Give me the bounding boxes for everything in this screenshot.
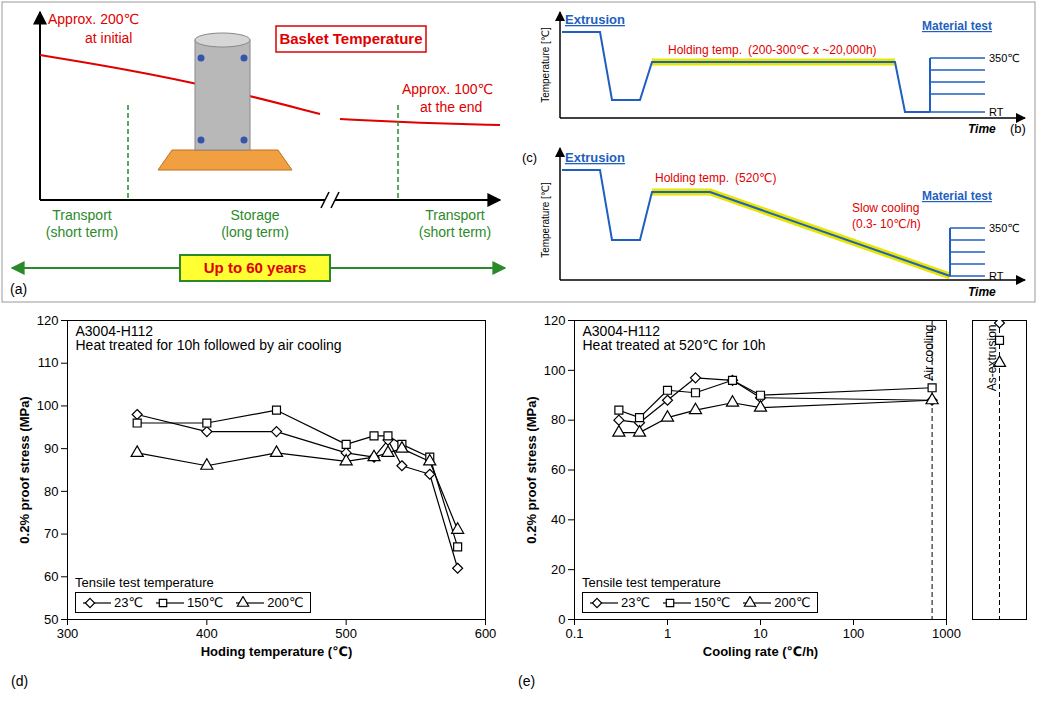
svg-text:RT: RT [989, 270, 1004, 282]
html-text:Tensile test temperature: Tensile test temperature [582, 575, 721, 590]
svg-text:40: 40 [551, 512, 565, 527]
svg-text:80: 80 [551, 412, 565, 427]
svg-text:(long term): (long term) [221, 224, 289, 240]
svg-text:70: 70 [44, 526, 58, 541]
svg-text:(520℃): (520℃) [735, 171, 777, 185]
svg-text:1000: 1000 [932, 626, 961, 641]
svg-text:Extrusion: Extrusion [565, 150, 625, 165]
svg-text:(0.3- 10℃/h): (0.3- 10℃/h) [852, 217, 921, 231]
svg-text:As-extrusion: As-extrusion [985, 325, 999, 392]
svg-text:Up to 60 years: Up to 60 years [204, 259, 307, 276]
svg-text:60: 60 [44, 569, 58, 584]
svg-text:Material test: Material test [922, 19, 992, 33]
svg-text:(short term): (short term) [46, 224, 118, 240]
svg-text:Time: Time [968, 122, 996, 136]
svg-text:Cooling rate (℃/h): Cooling rate (℃/h) [703, 644, 818, 659]
svg-text:110: 110 [38, 355, 59, 370]
html-text:200℃: 200℃ [774, 595, 811, 610]
svg-text:A3004-H112Heat treated for 10h: A3004-H112Heat treated for 10h followed … [76, 323, 342, 353]
svg-text:Approx. 200℃: Approx. 200℃ [48, 11, 139, 27]
svg-text:Hoding temperature (℃): Hoding temperature (℃) [201, 644, 353, 659]
svg-text:80: 80 [44, 484, 58, 499]
html-text:200℃: 200℃ [267, 595, 304, 610]
html-text:150℃: 150℃ [694, 595, 731, 610]
svg-text:A3004-H112Heat treated at 520℃: A3004-H112Heat treated at 520℃ for 10h [583, 323, 766, 353]
svg-text:100: 100 [37, 398, 59, 413]
svg-text:400: 400 [196, 626, 218, 641]
svg-text:350℃: 350℃ [989, 52, 1020, 64]
svg-text:100: 100 [544, 362, 566, 377]
svg-text:20: 20 [551, 562, 565, 577]
svg-text:Slow cooling: Slow cooling [852, 201, 919, 215]
svg-text:Basket Temperature: Basket Temperature [279, 30, 422, 47]
svg-text:0: 0 [558, 612, 565, 627]
html-text:Tensile test temperature: Tensile test temperature [75, 575, 214, 590]
svg-text:Air cooling: Air cooling [922, 325, 936, 381]
svg-text:Transport: Transport [425, 207, 485, 223]
svg-text:Time: Time [968, 285, 996, 299]
svg-text:50: 50 [44, 612, 58, 627]
svg-text:120: 120 [37, 313, 59, 328]
svg-text:at initial: at initial [85, 30, 132, 46]
svg-text:(c): (c) [522, 150, 537, 165]
svg-text:Transport: Transport [52, 207, 112, 223]
svg-text:0.1: 0.1 [565, 626, 583, 641]
svg-text:Holding temp.: Holding temp. [655, 171, 729, 185]
svg-text:(a): (a) [10, 281, 27, 297]
html-text:23℃: 23℃ [114, 595, 144, 610]
svg-text:600: 600 [475, 626, 497, 641]
svg-text:Holding temp.: Holding temp. [668, 43, 742, 57]
svg-text:RT: RT [989, 106, 1004, 118]
svg-text:300: 300 [57, 626, 79, 641]
svg-text:Extrusion: Extrusion [565, 12, 625, 27]
svg-text:(b): (b) [1010, 121, 1026, 136]
html-text:23℃: 23℃ [621, 595, 651, 610]
svg-text:(200-300℃ x ~20,000h): (200-300℃ x ~20,000h) [748, 43, 877, 57]
svg-text:100: 100 [843, 626, 865, 641]
svg-text:at the end: at the end [420, 99, 482, 115]
svg-text:Approx. 100℃: Approx. 100℃ [402, 81, 493, 97]
svg-text:Temperature [℃]: Temperature [℃] [540, 182, 551, 258]
svg-text:Storage: Storage [230, 207, 279, 223]
html-text:(e): (e) [518, 673, 536, 689]
svg-text:90: 90 [44, 441, 58, 456]
svg-text:10: 10 [753, 626, 767, 641]
svg-text:Material test: Material test [922, 189, 992, 203]
svg-text:120: 120 [544, 313, 566, 328]
svg-text:60: 60 [551, 462, 565, 477]
svg-text:350℃: 350℃ [989, 222, 1020, 234]
svg-text:Temperature [℃]: Temperature [℃] [540, 27, 551, 103]
html-text:(d): (d) [11, 673, 29, 689]
svg-text:(short term): (short term) [419, 224, 491, 240]
svg-text:1: 1 [664, 626, 671, 641]
svg-text:0.2% proof stress (MPa): 0.2% proof stress (MPa) [17, 396, 32, 543]
svg-text:0.2% proof stress (MPa): 0.2% proof stress (MPa) [524, 396, 539, 543]
html-text:150℃: 150℃ [187, 595, 224, 610]
svg-text:500: 500 [335, 626, 357, 641]
